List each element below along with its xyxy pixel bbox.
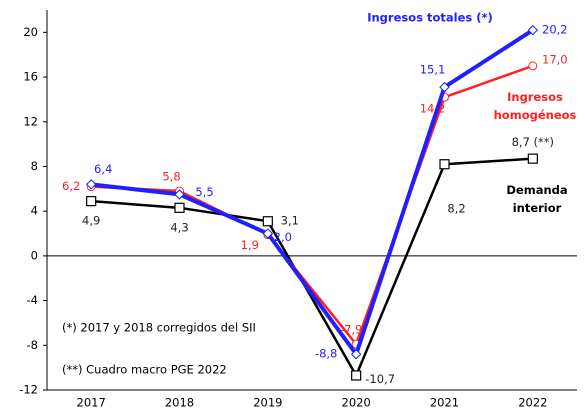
x-tick-label: 2022: [518, 396, 547, 410]
data-label: -7,9: [340, 323, 362, 337]
data-label: 3,1: [281, 214, 299, 228]
data-label: -10,7: [365, 372, 395, 386]
data-label: 2,0: [274, 230, 292, 244]
data-label: 8,7 (**): [512, 135, 554, 149]
x-tick-label: 2020: [342, 396, 371, 410]
legend-line: interior: [513, 201, 562, 215]
y-tick-label: 12: [23, 114, 38, 128]
legend-label: Ingresos homogéneos: [494, 90, 577, 122]
legend-line: Demanda: [506, 183, 567, 197]
legend-line: homogéneos: [494, 108, 577, 122]
legend-label: Ingresos totales (*): [367, 11, 493, 25]
y-tick-label: -4: [27, 293, 38, 307]
data-label: 20,2: [542, 23, 568, 37]
marker: [86, 196, 97, 207]
data-label: 6,2: [62, 179, 80, 193]
legend-label: Demanda interior: [506, 183, 567, 215]
data-label: 4,9: [82, 214, 100, 228]
y-tick-label: 16: [23, 70, 38, 84]
series-line: [90, 28, 534, 357]
x-tick-label: 2017: [77, 396, 106, 410]
marker: [439, 159, 450, 170]
marker: [351, 370, 362, 381]
annotation: (**) Cuadro macro PGE 2022: [62, 363, 227, 377]
marker: [262, 228, 274, 239]
data-label: 4,3: [170, 220, 188, 234]
data-label: 5,5: [195, 185, 213, 199]
marker: [527, 153, 538, 164]
annotation: (*) 2017 y 2018 corregidos del SII: [62, 321, 256, 335]
y-tick-label: 20: [23, 25, 38, 39]
legend-line: Ingresos: [507, 90, 563, 104]
marker: [174, 202, 185, 213]
x-tick-label: 2018: [165, 396, 194, 410]
y-tick-label: 0: [31, 248, 38, 262]
series: 6,4 5,5 2,0 -8,8 15,1 20,2: [85, 23, 568, 361]
marker: [262, 216, 273, 227]
series: 4,9 4,3 3,1 -10,7 8,2 8,7 (**): [82, 135, 554, 386]
data-label: 5,8: [162, 170, 180, 184]
data-label: 14,2: [420, 102, 446, 116]
series-line: [91, 64, 534, 346]
marker: [85, 179, 97, 190]
marker: [439, 81, 450, 93]
data-label: -8,8: [315, 347, 337, 361]
series-line: [91, 157, 533, 377]
data-label: 1,9: [241, 238, 259, 252]
y-tick-label: 8: [31, 159, 38, 173]
marker: [527, 24, 539, 36]
marker: [528, 61, 538, 71]
data-label: 6,4: [94, 162, 112, 176]
x-tick-label: 2019: [253, 396, 282, 410]
marker: [350, 349, 362, 360]
marker: [174, 189, 185, 200]
y-tick-label: -12: [19, 383, 38, 397]
x-tick-label: 2021: [430, 396, 459, 410]
data-label: 17,0: [542, 52, 568, 66]
data-label: 8,2: [447, 202, 465, 216]
y-tick-label: 4: [31, 204, 38, 218]
data-label: 15,1: [420, 63, 446, 77]
y-tick-label: -8: [27, 338, 38, 352]
